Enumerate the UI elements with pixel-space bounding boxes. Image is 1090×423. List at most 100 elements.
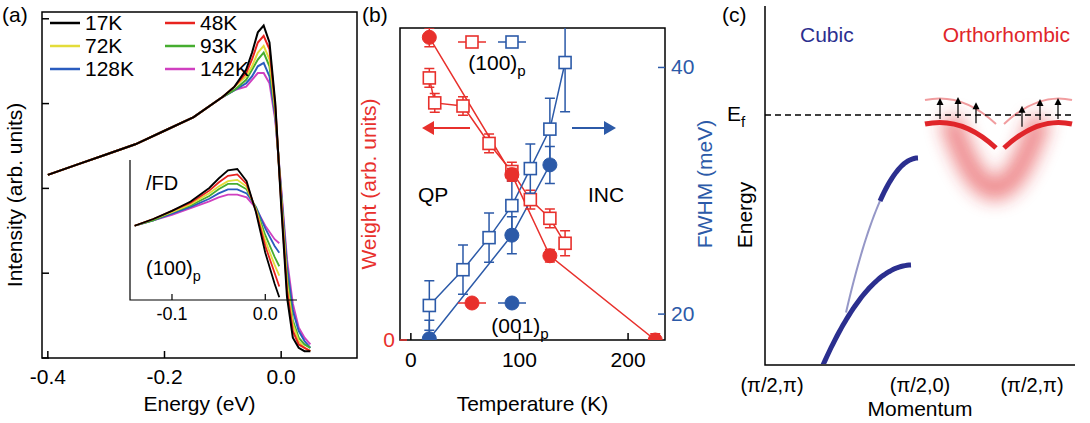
inset-x-tick bbox=[265, 294, 266, 300]
data-point bbox=[429, 97, 441, 109]
k-label: (π/2,0) bbox=[890, 374, 950, 396]
shift-arrow-head bbox=[937, 98, 944, 105]
data-point bbox=[457, 100, 469, 112]
y-axis-title: Intensity (arb. units) bbox=[3, 103, 26, 287]
edc-line bbox=[48, 46, 311, 351]
edc-line bbox=[48, 63, 311, 348]
band-label: Orthorhombic bbox=[943, 23, 1070, 46]
x-tick-label: 0.0 bbox=[267, 365, 296, 388]
x-tick-label: 0 bbox=[405, 348, 417, 371]
x-tick bbox=[280, 351, 282, 358]
x-axis-title: Energy (eV) bbox=[143, 392, 255, 415]
data-point bbox=[505, 168, 519, 182]
panel-letter: (a) bbox=[2, 3, 28, 26]
error-bar bbox=[458, 97, 468, 116]
error-bar bbox=[545, 209, 555, 228]
error-bar bbox=[430, 94, 440, 113]
legend-swatch bbox=[165, 68, 195, 71]
cubic-band-unoccupied bbox=[846, 201, 880, 312]
y-tick bbox=[42, 103, 49, 105]
y2-tick-label: 40 bbox=[671, 55, 694, 78]
error-bar bbox=[484, 134, 494, 153]
data-point bbox=[483, 137, 495, 149]
y2-tick-label: 20 bbox=[671, 302, 694, 325]
data-point bbox=[422, 332, 436, 340]
inset-line bbox=[135, 169, 280, 297]
cubic-band bbox=[803, 265, 911, 364]
data-point bbox=[423, 72, 435, 84]
data-point bbox=[483, 232, 495, 244]
y-tick bbox=[42, 18, 49, 20]
data-point bbox=[559, 237, 571, 249]
data-point bbox=[423, 299, 435, 311]
fermi-level bbox=[765, 114, 1075, 116]
error-bar bbox=[484, 213, 494, 262]
x-axis-title: Temperature (K) bbox=[457, 392, 609, 415]
data-point bbox=[506, 200, 518, 212]
data-point bbox=[543, 249, 557, 263]
figure: (a) -0.4 -0.2 0.0 Energy (eV) Intensity (arb.… bbox=[0, 0, 1090, 423]
inset-x-tick-label: -0.1 bbox=[156, 304, 187, 324]
edc-line bbox=[48, 53, 311, 348]
panel-letter: (c) bbox=[722, 3, 747, 26]
data-point bbox=[457, 264, 469, 276]
shift-arrow-head bbox=[955, 97, 962, 104]
incoherent-band bbox=[925, 231, 1070, 249]
edc-line bbox=[48, 26, 311, 352]
legend-label: (100)p bbox=[468, 51, 525, 79]
shift-arrow-head bbox=[1037, 99, 1044, 106]
legend-label: 72K bbox=[85, 34, 122, 57]
legend-marker bbox=[465, 296, 479, 310]
plot-area bbox=[422, 28, 662, 340]
inset-annotation: (100)p bbox=[146, 257, 201, 284]
legend-label: 142K bbox=[200, 57, 249, 80]
y-axis-title: Weight (arb. units) bbox=[357, 98, 380, 269]
band-label: Cubic bbox=[800, 23, 854, 46]
legend-swatch bbox=[165, 45, 195, 48]
inset-annotation: /FD bbox=[146, 172, 178, 194]
legend-marker bbox=[466, 36, 478, 48]
x-tick-label: -0.2 bbox=[146, 365, 182, 388]
error-bar bbox=[458, 245, 468, 294]
legend-label: 48K bbox=[200, 11, 237, 34]
inset-x-tick-label: 0.0 bbox=[253, 304, 278, 324]
legend-marker bbox=[506, 36, 518, 48]
frame bbox=[42, 12, 357, 358]
plot-area bbox=[48, 26, 311, 352]
x-tick bbox=[410, 333, 412, 340]
series-line bbox=[429, 78, 565, 243]
cubic-band bbox=[880, 158, 918, 201]
legend-label: (001)p bbox=[491, 314, 548, 342]
ortho-band-shifted bbox=[925, 98, 1072, 124]
legend-label: 93K bbox=[200, 34, 237, 57]
x-tick-label: 200 bbox=[611, 348, 646, 371]
k-label: (π/2,π) bbox=[740, 374, 803, 396]
y-tick bbox=[400, 339, 407, 341]
edc-line bbox=[48, 36, 311, 351]
legend-swatch bbox=[50, 68, 80, 71]
inset-x-tick bbox=[171, 294, 172, 300]
data-point bbox=[648, 333, 662, 340]
y-tick bbox=[42, 188, 49, 190]
error-bar bbox=[560, 28, 570, 112]
shift-arrow-head bbox=[1019, 106, 1026, 113]
shift-arrow-head bbox=[973, 102, 980, 109]
y2-tick bbox=[658, 67, 665, 69]
error-bar bbox=[560, 231, 570, 256]
panel-letter: (b) bbox=[362, 3, 388, 26]
x-axis-title: Momentum bbox=[867, 397, 972, 420]
data-point bbox=[544, 212, 556, 224]
x-tick bbox=[164, 351, 166, 358]
x-tick bbox=[47, 351, 49, 358]
y-tick-label: 0 bbox=[383, 328, 395, 351]
data-point bbox=[559, 57, 571, 69]
x-tick-label: -0.4 bbox=[30, 365, 67, 388]
edc-line bbox=[48, 73, 311, 344]
legend-swatch bbox=[165, 22, 195, 25]
inset-axes bbox=[130, 160, 297, 300]
shift-arrow-head bbox=[1055, 98, 1062, 105]
series-line bbox=[429, 63, 565, 306]
axes bbox=[765, 6, 1075, 365]
annotation: INC bbox=[588, 183, 624, 206]
data-point bbox=[544, 123, 556, 135]
